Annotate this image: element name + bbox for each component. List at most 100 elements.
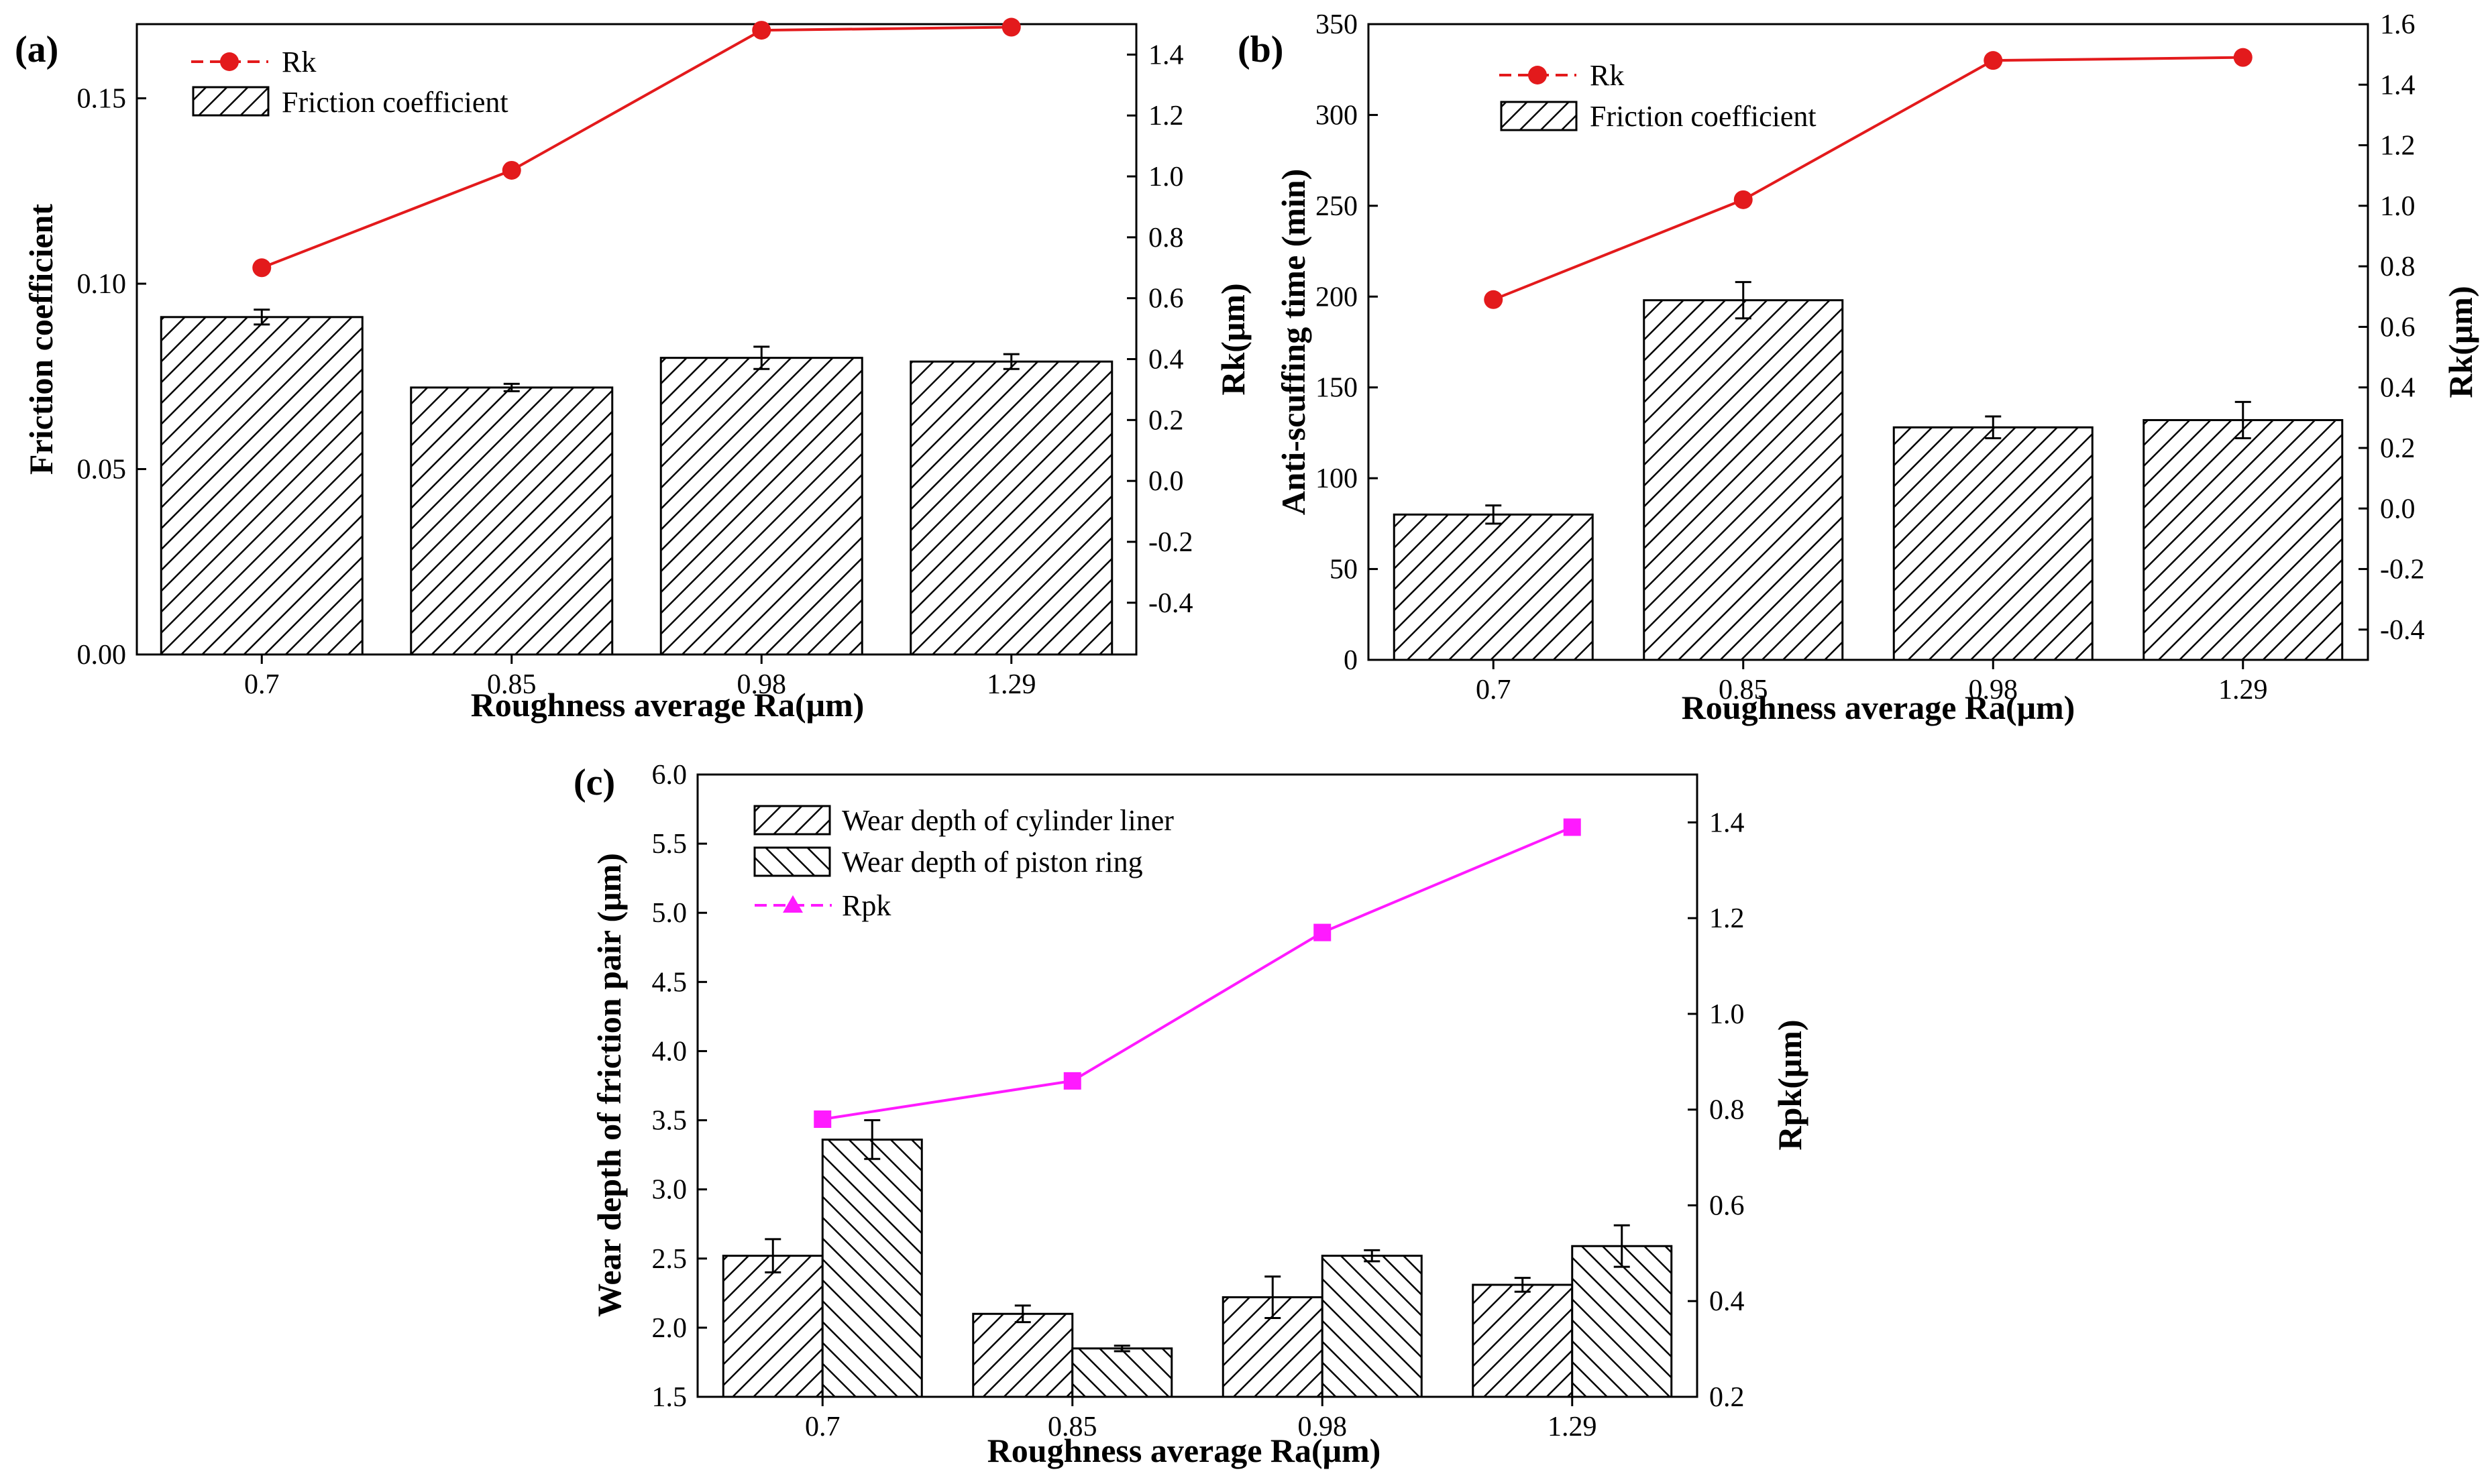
legend-label-rk-a: Rk xyxy=(282,46,316,78)
series-point-rk xyxy=(752,21,771,40)
y2-tick-label: 0.4 xyxy=(1709,1286,1745,1317)
y-axis-title-b: Anti-scuffing time (min) xyxy=(1275,169,1312,516)
y2-tick-label: 0.6 xyxy=(2380,312,2416,343)
series-point-rpk xyxy=(1563,818,1581,836)
y2-tick-label: 0.2 xyxy=(1148,405,1184,436)
y-tick-label: 0.10 xyxy=(77,269,127,300)
y2-tick-label: 1.0 xyxy=(2380,191,2416,222)
legend-swatch-liner-c xyxy=(753,805,831,836)
plot-frame-a xyxy=(136,23,1138,656)
x-tick-label: 0.7 xyxy=(805,1412,841,1442)
y2-tick-label: 0.2 xyxy=(1709,1382,1745,1413)
y-tick-label: 350 xyxy=(1315,9,1358,40)
bar xyxy=(2143,418,2344,661)
panel-a: (a) Roughness average Ra(μm) Friction co… xyxy=(15,17,1252,724)
x-tick-label: 0.85 xyxy=(1719,675,1768,705)
y2-axis-title-a: Rk(μm) xyxy=(1214,283,1252,395)
bar xyxy=(160,316,364,656)
bar xyxy=(821,1138,923,1398)
legend-b: Rk Friction coefficient xyxy=(1499,59,1817,133)
x-axis-title-a: Roughness average Ra(μm) xyxy=(471,686,865,724)
legend-label-rpk-c: Rpk xyxy=(842,889,891,922)
chart-marks-a: 0.00 0.05 0.10 0.15 -0.4 -0.2 0.0 0.2 0.4 0.6 0.8 1… xyxy=(77,17,1193,700)
y2-axis-title-c: Rpk(μm) xyxy=(1771,1019,1808,1150)
legend-swatch-friction-b xyxy=(1500,101,1578,131)
y2-tick-label: 1.0 xyxy=(1148,162,1184,192)
y-tick-label: 150 xyxy=(1315,373,1358,404)
y2-tick-label: 1.4 xyxy=(2380,70,2416,101)
legend-c: Wear depth of cylinder liner Wear depth … xyxy=(753,804,1174,922)
bar xyxy=(972,1312,1074,1398)
y2-tick-label: 1.2 xyxy=(2380,131,2416,162)
x-tick-label: 0.7 xyxy=(1476,675,1511,705)
legend-marker-rk-a xyxy=(220,52,239,71)
series-point-rk xyxy=(1733,190,1753,209)
legend-a: Rk Friction coefficient xyxy=(191,46,508,119)
y-tick-label: 4.5 xyxy=(652,967,688,998)
y2-tick-label: 1.0 xyxy=(1709,999,1745,1030)
x-axis-title-b: Roughness average Ra(μm) xyxy=(1682,689,2075,726)
y-tick-label: 5.0 xyxy=(652,898,688,929)
y-axis-title-c: Wear depth of friction pair (μm) xyxy=(590,853,628,1317)
bar xyxy=(1571,1245,1673,1398)
y-tick-label: 3.0 xyxy=(652,1175,688,1206)
x-tick-label: 0.98 xyxy=(1969,675,2018,705)
panel-c: (c) Roughness average Ra(μm) Wear depth … xyxy=(574,760,1808,1469)
y-tick-label: 0.15 xyxy=(77,84,127,115)
y2-tick-label: 0.6 xyxy=(1148,284,1184,315)
x-tick-label: 0.98 xyxy=(1298,1412,1348,1442)
y-tick-label: 50 xyxy=(1330,555,1358,585)
y2-tick-label: 1.2 xyxy=(1148,101,1184,131)
series-point-rpk xyxy=(1313,923,1332,941)
series-point-rk xyxy=(1001,17,1021,37)
y-tick-label: 6.0 xyxy=(652,760,688,791)
x-axis-title-c: Roughness average Ra(μm) xyxy=(987,1432,1381,1469)
legend-label-ring-c: Wear depth of piston ring xyxy=(842,846,1143,878)
y-tick-label: 4.0 xyxy=(652,1036,688,1067)
legend-marker-rk-b xyxy=(1528,66,1547,84)
y-tick-label: 5.5 xyxy=(652,829,688,860)
bar xyxy=(1472,1283,1574,1398)
y-tick-label: 1.5 xyxy=(652,1382,688,1413)
y2-tick-label: -0.4 xyxy=(2380,615,2425,646)
x-tick-label: 0.98 xyxy=(737,669,787,700)
series-point-rk xyxy=(502,160,521,180)
bar xyxy=(1892,426,2094,661)
y-tick-label: 200 xyxy=(1315,282,1358,312)
x-tick-label: 1.29 xyxy=(1548,1412,1597,1442)
series-point-rk xyxy=(2233,48,2253,67)
series-line-rpk xyxy=(822,825,1573,1121)
series-line-rk xyxy=(261,25,1012,270)
y2-tick-label: 0.8 xyxy=(1148,223,1184,253)
panel-label-a: (a) xyxy=(15,29,58,70)
y2-tick-label: -0.4 xyxy=(1148,588,1193,619)
y-tick-label: 0 xyxy=(1344,645,1358,676)
y2-tick-label: 0.2 xyxy=(2380,433,2416,464)
x-tick-label: 0.85 xyxy=(487,669,537,700)
series-point-rk xyxy=(1984,51,2003,70)
bar xyxy=(1321,1255,1423,1398)
y-axis-title-a: Friction coefficient xyxy=(22,204,60,475)
x-tick-label: 0.85 xyxy=(1048,1412,1097,1442)
y2-tick-label: 0.6 xyxy=(1709,1190,1745,1221)
legend-label-friction-a: Friction coefficient xyxy=(282,86,508,119)
y2-tick-label: 0.0 xyxy=(1148,466,1184,497)
legend-label-liner-c: Wear depth of cylinder liner xyxy=(842,804,1174,837)
series-point-rk xyxy=(252,258,272,278)
panel-label-b: (b) xyxy=(1238,29,1283,70)
x-tick-label: 1.29 xyxy=(987,669,1036,700)
y2-tick-label: 0.4 xyxy=(2380,373,2416,404)
y2-tick-label: 1.4 xyxy=(1709,807,1745,838)
y-tick-label: 0.00 xyxy=(77,640,127,671)
panel-label-c: (c) xyxy=(574,762,615,803)
series-line-rk xyxy=(1493,56,2243,301)
y2-tick-label: 0.0 xyxy=(2380,494,2416,524)
legend-swatch-friction-a xyxy=(192,86,270,117)
bar xyxy=(910,360,1114,656)
y-tick-label: 250 xyxy=(1315,191,1358,222)
bar xyxy=(722,1255,824,1398)
plot-frame-b xyxy=(1367,23,2369,661)
y-tick-label: 2.0 xyxy=(652,1313,688,1344)
y2-tick-label: 1.4 xyxy=(1148,40,1184,70)
